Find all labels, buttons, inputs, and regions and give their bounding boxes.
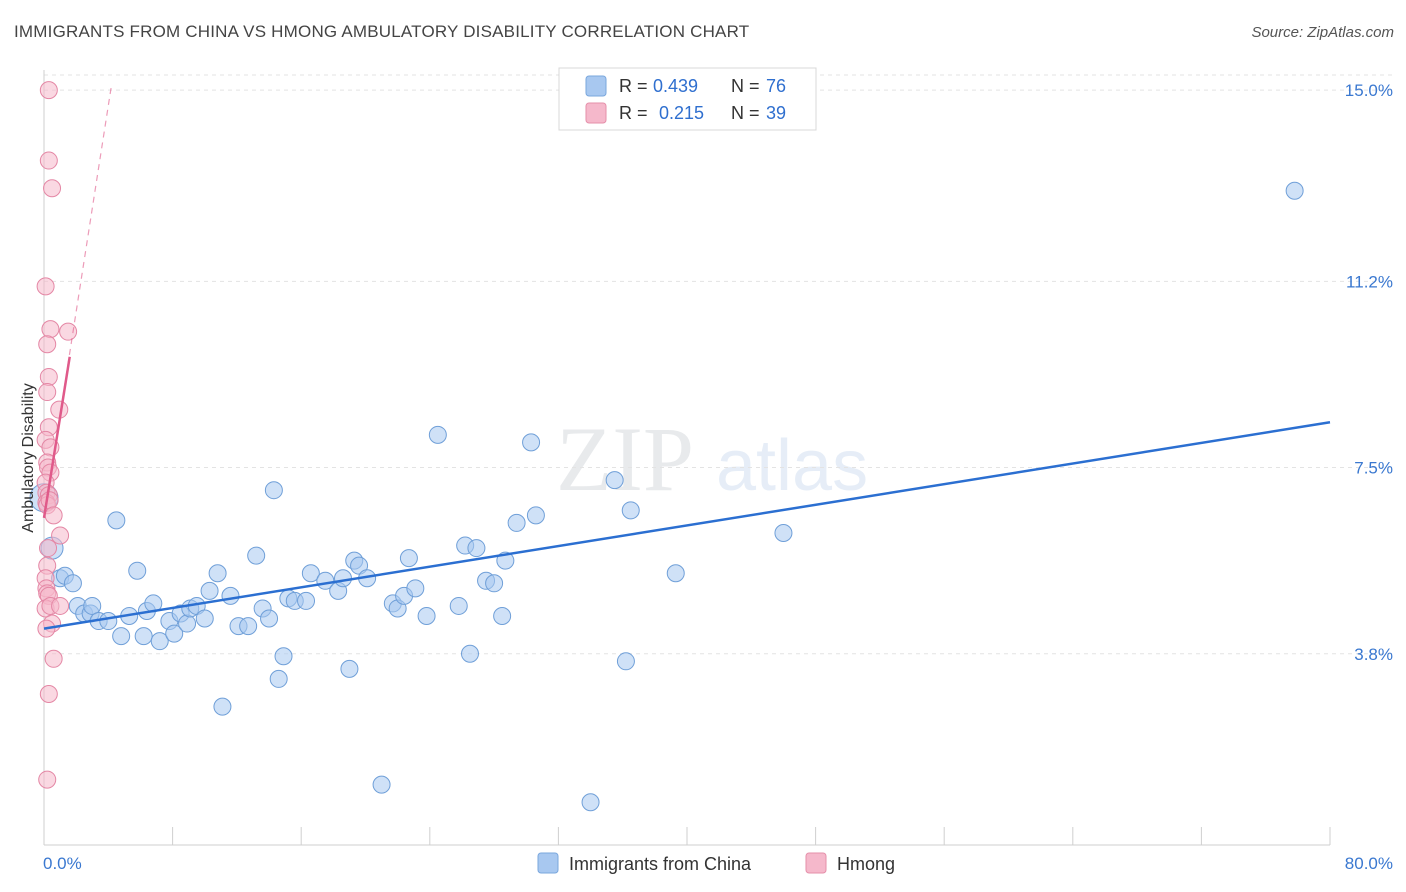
data-point-china (83, 596, 102, 615)
data-point-hmong (44, 649, 63, 668)
data-point-china (99, 612, 118, 631)
data-point-china (616, 652, 635, 671)
data-point-china (526, 506, 545, 525)
data-point-china (107, 511, 126, 530)
legend-swatch-hmong (585, 102, 607, 124)
trend-line-hmong (42, 356, 71, 519)
data-point-china (247, 546, 266, 565)
data-point-china (485, 574, 504, 593)
data-point-china (372, 775, 391, 794)
trend-line-extension-hmong (43, 84, 113, 518)
x-tick-labels: 0.0% 80.0% (43, 854, 1393, 873)
data-point-china (340, 659, 359, 678)
data-point-hmong (39, 151, 58, 170)
data-point-china (666, 564, 685, 583)
data-point-hmong (36, 277, 55, 296)
legend-r-label-china: R = (619, 76, 648, 96)
data-point-hmong (51, 596, 70, 615)
data-point-china (399, 549, 418, 568)
x-tick-label-min: 0.0% (43, 854, 82, 873)
bottom-legend-label-china: Immigrants from China (569, 854, 752, 874)
data-point-hmong (40, 491, 59, 510)
legend-n-label-hmong: N = (731, 103, 760, 123)
data-point-china (208, 564, 227, 583)
gridlines (44, 74, 1392, 655)
trend-line-china (43, 421, 1331, 630)
data-point-china (428, 425, 447, 444)
data-point-hmong (51, 526, 70, 545)
y-tick-label: 11.2% (1346, 272, 1393, 291)
legend-n-value-china: 76 (766, 76, 786, 96)
data-point-hmong (39, 685, 58, 704)
data-point-china (269, 669, 288, 688)
data-point-hmong (41, 320, 60, 339)
data-point-china (112, 627, 131, 646)
watermark-zip: ZIP (556, 408, 694, 510)
data-point-china (221, 586, 240, 605)
data-point-hmong (39, 81, 58, 100)
legend-r-label-hmong: R = (619, 103, 648, 123)
data-point-china (493, 607, 512, 626)
data-point-china (605, 471, 624, 490)
data-point-china (63, 574, 82, 593)
data-point-hmong (38, 383, 57, 402)
data-point-china (507, 513, 526, 532)
data-point-china (333, 569, 352, 588)
data-point-hmong (39, 539, 58, 558)
watermark-atlas: atlas (716, 426, 868, 506)
data-point-hmong (59, 322, 78, 341)
legend-r-value-china: 0.439 (653, 76, 698, 96)
y-tick-labels: 3.8% 7.5% 11.2% 15.0% (1345, 81, 1393, 664)
data-point-china (417, 607, 436, 626)
bottom-legend-swatch-hmong (805, 852, 827, 874)
data-point-china (264, 481, 283, 500)
x-tick-label-max: 80.0% (1345, 854, 1393, 873)
legend-r-value-hmong: 0.215 (659, 103, 704, 123)
data-point-china (406, 579, 425, 598)
data-point-hmong (44, 506, 63, 525)
legend-swatch-china (585, 75, 607, 97)
y-axis-label: Ambulatory Disability (20, 383, 37, 532)
data-point-china (350, 556, 369, 575)
data-point-china (581, 793, 600, 812)
data-point-hmong (38, 770, 57, 789)
stats-legend: R = 0.439 N = 76 R = 0.215 N = 39 (558, 67, 817, 131)
data-point-china (260, 609, 279, 628)
data-point-china (274, 647, 293, 666)
data-point-china (150, 632, 169, 651)
data-point-hmong (39, 367, 58, 386)
y-tick-label: 3.8% (1354, 645, 1393, 664)
data-point-china (178, 614, 197, 633)
data-point-china (522, 433, 541, 452)
y-tick-label: 7.5% (1354, 459, 1393, 478)
data-point-china (467, 539, 486, 558)
data-point-china (297, 591, 316, 610)
data-point-china (239, 617, 258, 636)
source-label: Source: ZipAtlas.com (1251, 24, 1394, 41)
data-point-china (213, 697, 232, 716)
data-point-china (128, 561, 147, 580)
bottom-legend-swatch-china (537, 852, 559, 874)
data-point-china (774, 523, 793, 542)
watermark: ZIP atlas (556, 408, 868, 510)
data-point-china (301, 564, 320, 583)
trend-lines (42, 84, 1331, 630)
data-point-china (1285, 181, 1304, 200)
chart-title: IMMIGRANTS FROM CHINA VS HMONG AMBULATOR… (14, 22, 750, 41)
data-point-china (460, 644, 479, 663)
legend-n-label-china: N = (731, 76, 760, 96)
data-point-hmong (38, 335, 57, 354)
series-legend: Immigrants from China Hmong (537, 852, 895, 874)
data-point-china (621, 501, 640, 520)
data-point-china (200, 581, 219, 600)
y-tick-label: 15.0% (1345, 81, 1393, 100)
data-point-china (165, 624, 184, 643)
legend-n-value-hmong: 39 (766, 103, 786, 123)
data-point-china (195, 609, 214, 628)
data-point-china (449, 596, 468, 615)
data-point-china (134, 627, 153, 646)
data-point-hmong (43, 179, 62, 198)
bottom-legend-label-hmong: Hmong (837, 854, 895, 874)
